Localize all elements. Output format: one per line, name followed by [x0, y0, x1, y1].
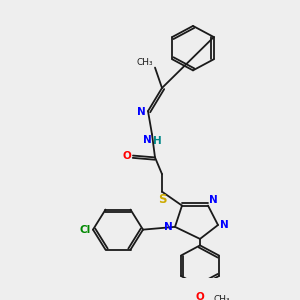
- Text: O: O: [122, 151, 131, 160]
- Text: N: N: [137, 107, 146, 117]
- Text: N: N: [220, 220, 229, 230]
- Text: CH₃: CH₃: [136, 58, 153, 67]
- Text: N: N: [143, 135, 152, 145]
- Text: CH₃: CH₃: [213, 295, 230, 300]
- Text: N: N: [164, 222, 173, 232]
- Text: S: S: [158, 193, 166, 206]
- Text: O: O: [196, 292, 204, 300]
- Text: H: H: [153, 136, 162, 146]
- Text: N: N: [209, 195, 218, 205]
- Text: Cl: Cl: [80, 225, 91, 235]
